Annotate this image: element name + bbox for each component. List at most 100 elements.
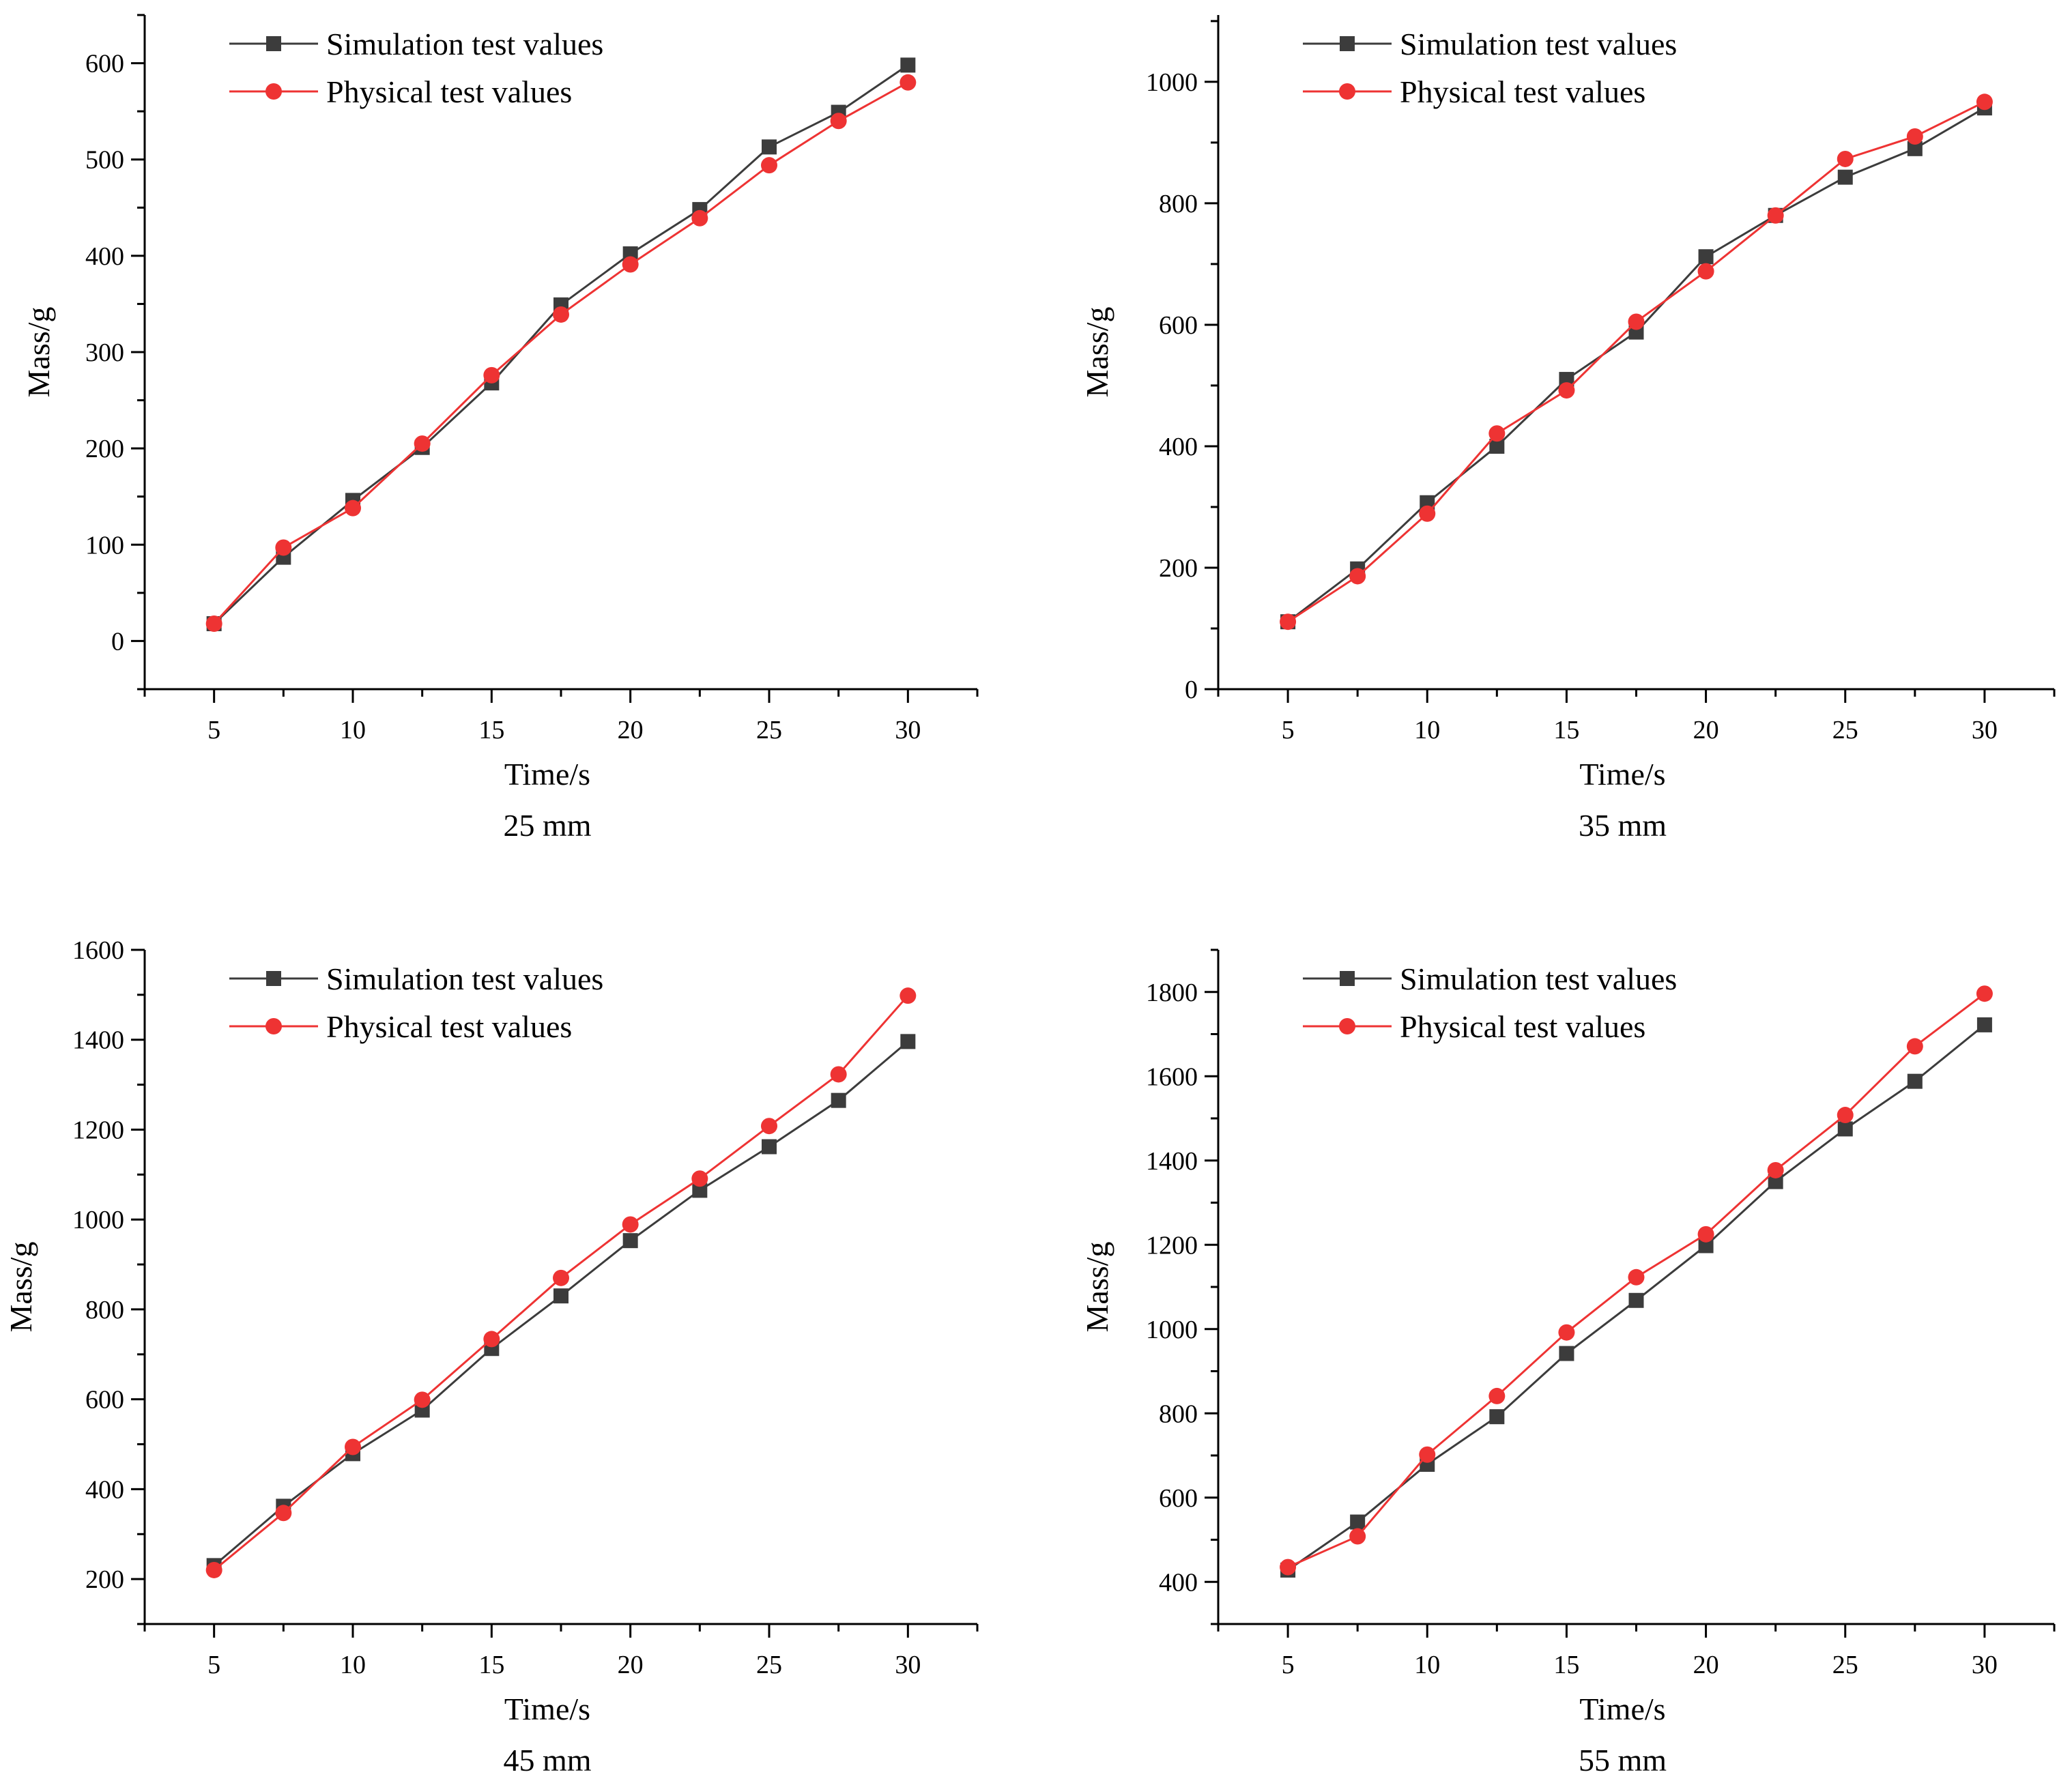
x-tick-label: 25 [1832, 1651, 1858, 1679]
data-point-circle [1419, 505, 1436, 522]
data-point-circle [1349, 568, 1366, 585]
legend-marker-circle [1339, 1018, 1355, 1034]
data-point-circle [1767, 1161, 1784, 1178]
series-physical [1280, 985, 1993, 1576]
x-tick-label: 5 [1282, 1651, 1295, 1679]
data-point-circle [1488, 425, 1506, 442]
panel-35mm: 5 10 15 20 25 30 0 200 400 600 800 1000 Time/s Mass/g… [1080, 15, 2056, 843]
data-point-square [1628, 1292, 1644, 1308]
legend-marker-square [266, 36, 281, 51]
data-point-square [1837, 1121, 1853, 1137]
y-tick-label: 1600 [72, 936, 124, 965]
data-point-square [831, 1092, 846, 1108]
data-point-square [622, 1233, 638, 1249]
data-point-circle [1837, 1107, 1854, 1124]
panel-55mm: 5 10 15 20 25 30 400 600 800 1000 1200 1400 1600 1800… [1080, 948, 2056, 1778]
y-tick-label: 300 [85, 338, 124, 367]
data-point-circle [691, 209, 708, 227]
data-point-circle [275, 1505, 292, 1522]
legend: Simulation test values Physical test valu… [1303, 27, 1677, 109]
data-point-circle [483, 366, 500, 383]
y-tick-label: 200 [85, 1565, 124, 1594]
x-tick-label: 10 [340, 716, 366, 744]
data-point-circle [1976, 93, 1993, 111]
data-point-circle [205, 1561, 222, 1578]
panel-caption: 25 mm [503, 808, 591, 843]
legend-marker-circle [265, 1018, 282, 1034]
panel-caption: 55 mm [1579, 1743, 1667, 1778]
legend-marker-square [1340, 36, 1355, 51]
data-point-circle [1558, 1324, 1575, 1341]
x-tick-label: 10 [340, 1651, 366, 1679]
series-line [213, 64, 909, 625]
legend-label: Physical test values [1400, 1009, 1645, 1044]
data-point-circle [1906, 1038, 1923, 1055]
y-tick-label: 400 [85, 242, 124, 271]
data-point-circle [1488, 1387, 1506, 1404]
legend-marker-circle [265, 83, 282, 100]
y-tick-label: 800 [1159, 1400, 1198, 1428]
y-tick-label: 1400 [1146, 1147, 1198, 1176]
data-point-circle [1976, 985, 1993, 1002]
y-tick-label: 0 [111, 627, 124, 656]
x-axis-title: Time/s [1579, 757, 1665, 792]
y-tick-label: 200 [1159, 554, 1198, 583]
x-axis-title: Time/s [504, 757, 590, 792]
data-point-circle [414, 435, 431, 452]
panel-caption: 45 mm [503, 1743, 591, 1778]
y-tick-label: 0 [1185, 676, 1198, 704]
legend-marker-square [266, 971, 281, 986]
data-point-circle [553, 1269, 569, 1286]
x-axis-title: Time/s [1579, 1692, 1665, 1726]
data-point-square [553, 1288, 569, 1304]
series-physical [205, 74, 917, 633]
data-point-circle [275, 539, 292, 556]
x-tick-label: 25 [1832, 716, 1858, 744]
data-point-circle [1280, 613, 1297, 630]
data-point-circle [761, 1118, 777, 1135]
data-point-circle [830, 113, 847, 130]
data-point-square [900, 57, 916, 73]
panel-25mm: 5 10 15 20 25 300100200300400500600Time/sMass… [21, 14, 979, 843]
y-tick-label: 1800 [1146, 979, 1198, 1007]
y-axis-title: Mass/g [1080, 307, 1114, 398]
data-point-square [762, 1139, 777, 1155]
data-point-circle [622, 256, 639, 273]
x-tick-label: 15 [1553, 716, 1579, 744]
y-tick-label: 500 [85, 146, 124, 175]
data-point-circle [1349, 1528, 1366, 1545]
y-tick-label: 1000 [72, 1206, 124, 1234]
data-point-circle [900, 74, 917, 91]
y-axis-title: Mass/g [3, 1242, 38, 1333]
legend-label: Simulation test values [1400, 961, 1677, 996]
data-point-circle [1419, 1446, 1436, 1463]
x-tick-label: 15 [478, 1651, 504, 1679]
data-point-circle [553, 306, 569, 323]
x-tick-label: 20 [1693, 716, 1719, 744]
data-point-square [762, 139, 777, 155]
y-tick-label: 1400 [72, 1026, 124, 1055]
data-point-square [1698, 1238, 1714, 1253]
legend: Simulation test values Physical test valu… [229, 961, 603, 1044]
panel-caption: 35 mm [1579, 808, 1667, 843]
y-tick-label: 1200 [1146, 1231, 1198, 1260]
data-point-square [1698, 249, 1714, 265]
series-physical [205, 987, 917, 1578]
x-tick-label: 15 [478, 716, 504, 744]
legend-label: Physical test values [1400, 74, 1645, 109]
data-point-circle [900, 987, 917, 1004]
data-point-square [900, 1034, 916, 1049]
x-tick-label: 10 [1414, 716, 1440, 744]
legend: Simulation test values Physical test valu… [229, 27, 603, 109]
x-tick-label: 30 [1972, 1651, 1998, 1679]
y-tick-label: 400 [85, 1475, 124, 1504]
data-point-circle [1628, 1269, 1645, 1286]
data-point-circle [414, 1391, 431, 1408]
data-point-circle [345, 499, 361, 517]
y-tick-label: 600 [1159, 1484, 1198, 1513]
x-axis-title: Time/s [504, 1692, 590, 1726]
data-point-square [1907, 141, 1923, 156]
y-tick-label: 200 [85, 435, 124, 463]
x-tick-label: 10 [1414, 1651, 1440, 1679]
